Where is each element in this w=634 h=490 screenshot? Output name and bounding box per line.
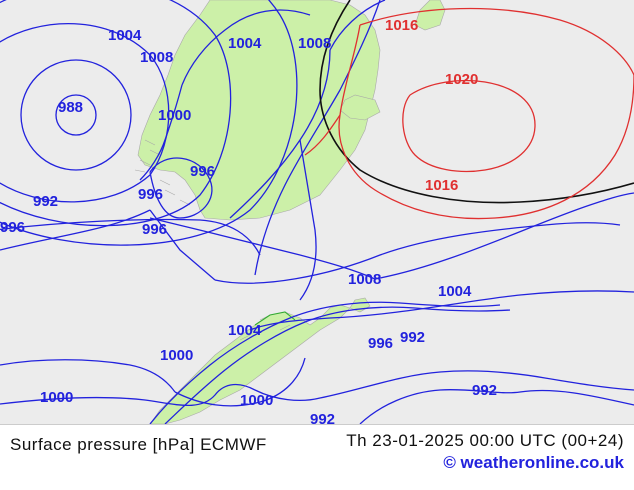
- isobar-992-lower: [0, 371, 634, 406]
- label-1000-d: 1000: [240, 392, 273, 409]
- label-1016-b: 1016: [425, 177, 458, 194]
- chart-credit: © weatheronline.co.uk: [346, 453, 624, 473]
- label-1008-b: 1008: [298, 35, 331, 52]
- label-1000-b: 1000: [160, 347, 193, 364]
- label-1000-c: 1000: [40, 389, 73, 406]
- isobar-1008-continue-right: [375, 193, 634, 279]
- chart-footer: Surface pressure [hPa] ECMWF Th 23-01-20…: [0, 424, 634, 490]
- isobar-1016-outer-ring-cont: [339, 25, 634, 219]
- isobar-1000-lower-left: [0, 360, 175, 392]
- map-canvas: 1004 1008 1004 1008 988 1000 996 996 992…: [0, 0, 634, 424]
- weather-map-app: 1004 1008 1004 1008 988 1000 996 996 992…: [0, 0, 634, 490]
- label-992-a: 992: [33, 193, 58, 210]
- chart-meta: Th 23-01-2025 00:00 UTC (00+24) © weathe…: [346, 431, 624, 473]
- isobar-992-line-mid: [0, 219, 260, 255]
- label-1004-c: 1004: [438, 283, 472, 300]
- label-1016-a: 1016: [385, 17, 418, 34]
- label-1004-d: 1004: [228, 322, 262, 339]
- label-996-b: 996: [138, 186, 163, 203]
- label-992-d: 992: [472, 382, 497, 399]
- label-988: 988: [58, 99, 83, 116]
- chart-title: Surface pressure [hPa] ECMWF: [10, 435, 267, 455]
- label-992-b: 992: [400, 329, 425, 346]
- label-996-c: 996: [142, 221, 167, 238]
- isobar-1020-inner-ring: [403, 81, 535, 172]
- label-1000-a: 1000: [158, 107, 191, 124]
- label-996-a: 996: [190, 163, 215, 180]
- label-996-d: 996: [0, 219, 25, 236]
- secondary-land-patch: [415, 0, 445, 30]
- isobar-1004-v-trough-right: [215, 223, 620, 283]
- chart-datetime: Th 23-01-2025 00:00 UTC (00+24): [346, 431, 624, 451]
- label-1004-a: 1004: [108, 27, 142, 44]
- label-1020: 1020: [445, 71, 478, 88]
- label-992-c: 992: [310, 411, 335, 424]
- isobar-1008-long-diag: [150, 218, 375, 279]
- isobar-svg: 1004 1008 1004 1008 988 1000 996 996 992…: [0, 0, 634, 424]
- label-1008-c: 1008: [348, 271, 381, 288]
- label-1008-a: 1008: [140, 49, 173, 66]
- label-996-e: 996: [368, 335, 393, 352]
- label-1004-b: 1004: [228, 35, 262, 52]
